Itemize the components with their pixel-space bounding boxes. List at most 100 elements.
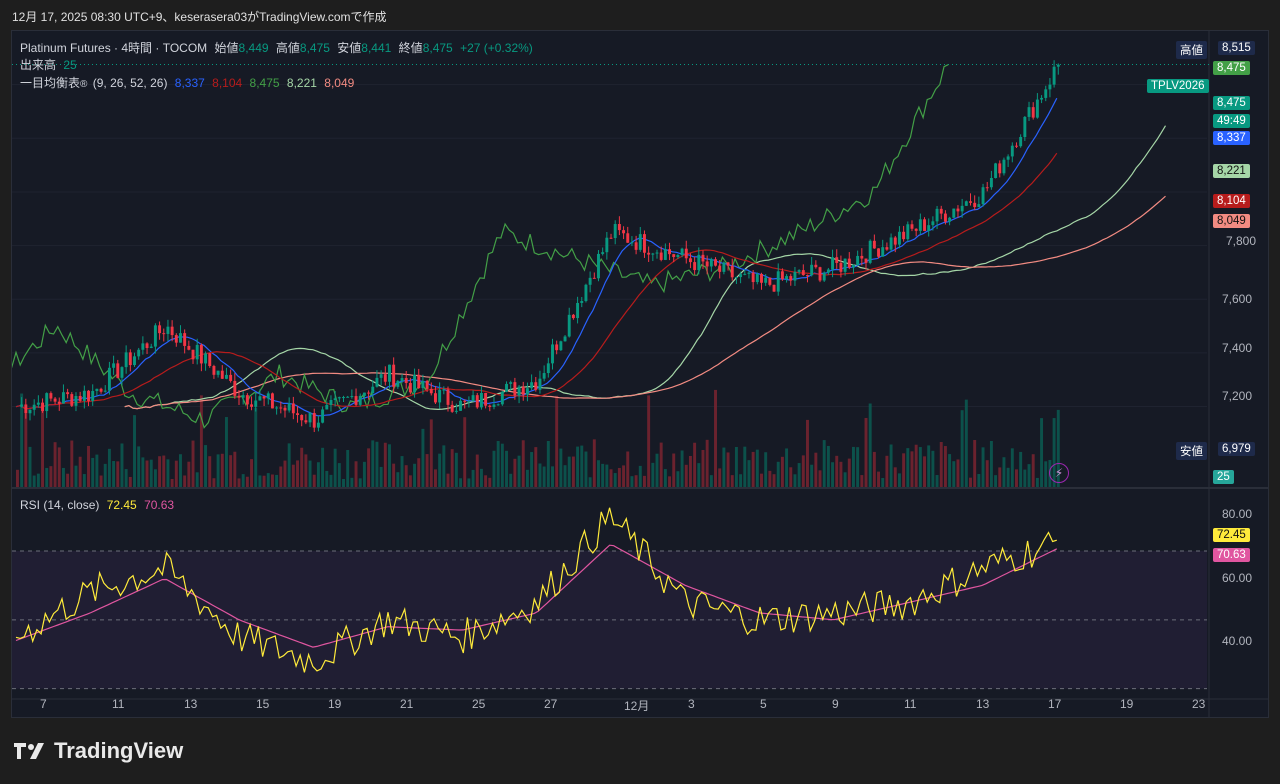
candle-body [24, 404, 28, 414]
time-label: 7 [40, 697, 47, 711]
candle-body [488, 405, 492, 407]
candle-body [651, 253, 655, 255]
candle-body [831, 257, 835, 270]
volume-bar [492, 450, 496, 487]
volume-bar [1019, 451, 1023, 487]
candle-body [555, 344, 559, 351]
candle-body [747, 272, 751, 274]
volume-bar [734, 447, 738, 487]
chart-frame[interactable]: Platinum Futures · 4時間 · TOCOM 始値8,449 高… [11, 30, 1269, 718]
candle-body [91, 391, 95, 402]
candle-body [459, 400, 463, 411]
candle-body [613, 224, 617, 239]
volume-bar [546, 441, 550, 487]
candle-body [605, 237, 609, 253]
candle-body [358, 395, 362, 405]
volume-bar [588, 477, 592, 487]
volume-bar [969, 477, 972, 487]
chart-svg[interactable] [12, 31, 1268, 717]
candle-body [1002, 159, 1006, 174]
candle-body [534, 382, 538, 390]
lightning-icon[interactable]: ⚡ [1049, 463, 1069, 483]
volume-bar [785, 448, 789, 487]
candle-body [162, 333, 166, 335]
candle-body [584, 284, 588, 301]
volume-bar [772, 474, 776, 487]
candle-body [212, 366, 216, 375]
volume-bar [78, 456, 82, 487]
volume-bar [860, 475, 864, 487]
volume-bar [630, 476, 634, 487]
volume-bar [70, 440, 74, 487]
candle-body [559, 341, 563, 351]
price-tick: 7,400 [1222, 341, 1253, 355]
volume-bar [429, 419, 433, 487]
candle-body [563, 336, 567, 342]
candle-body [308, 413, 312, 423]
candle-body [668, 249, 672, 255]
candle-body [107, 367, 111, 391]
low-label: 安値 [337, 41, 362, 55]
time-label: 3 [688, 697, 695, 711]
volume-bar [555, 395, 559, 487]
candle-body [254, 400, 258, 407]
volume-bar [162, 455, 166, 487]
candle-body [772, 284, 776, 292]
candle-body [346, 396, 350, 398]
volume-bar [789, 467, 793, 487]
volume-bar [316, 462, 320, 487]
candle-body [927, 225, 931, 231]
volume-bar [931, 450, 935, 487]
candle-body [734, 277, 738, 279]
candle-body [860, 255, 864, 259]
volume-bar [287, 443, 291, 487]
high-tag: 高値 [1176, 41, 1207, 59]
candle-body [296, 413, 299, 415]
volume-bar [379, 466, 383, 487]
candle-body [785, 276, 789, 280]
high-value-tag: 8,515 [1218, 41, 1255, 55]
candle-body [793, 271, 797, 281]
volume-bar [948, 454, 952, 487]
candle-body [797, 270, 801, 272]
candle-body [856, 255, 860, 265]
volume-bar [814, 452, 818, 487]
candle-body [601, 252, 605, 254]
price-tick: 7,600 [1222, 292, 1253, 306]
candle-body [446, 389, 450, 405]
candle-body [112, 363, 116, 368]
volume-bar [250, 459, 254, 487]
registered-icon: ® [80, 79, 88, 90]
volume-bar [1052, 418, 1056, 487]
candle-body [680, 248, 684, 256]
volume-bar [626, 451, 630, 487]
volume-bar [697, 463, 701, 487]
volume-bar [262, 475, 266, 487]
candle-body [78, 396, 82, 401]
candle-body [864, 258, 868, 263]
candle-body [195, 344, 199, 360]
volume-bar [208, 456, 212, 487]
volume-bar [153, 469, 157, 487]
volume-bar [1002, 457, 1006, 487]
tradingview-logo: TradingView [12, 738, 183, 764]
candle-body [99, 388, 103, 392]
volume-bar [680, 450, 684, 487]
candle-body [434, 393, 437, 403]
candle-body [245, 395, 249, 405]
volume-bar [609, 469, 613, 487]
candle-body [885, 247, 889, 250]
candle-body [283, 407, 287, 411]
volume-bar [672, 453, 676, 487]
candle-body [843, 258, 847, 272]
candle-body [66, 392, 70, 395]
volume-bar [505, 450, 508, 487]
volume-bar [488, 477, 492, 487]
candle-body [1044, 89, 1048, 98]
time-label: 23 [1192, 697, 1206, 711]
volume-bar [166, 459, 170, 487]
volume-bar [831, 462, 835, 487]
rsi-value: 72.45 [106, 498, 137, 512]
volume-bar [128, 476, 132, 487]
high-label: 高値 [275, 41, 300, 55]
